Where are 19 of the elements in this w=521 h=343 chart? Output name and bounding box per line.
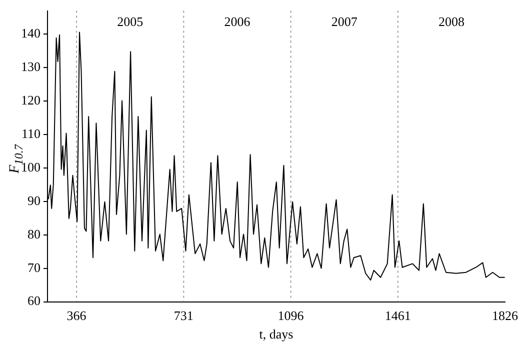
- annotation: 2005: [117, 14, 144, 30]
- y-tick-label: 60: [28, 293, 40, 308]
- y-tick-label: 140: [21, 26, 40, 41]
- annotation: 2006: [224, 14, 251, 30]
- x-tick-label: 1826: [492, 308, 518, 324]
- annotation: 2007: [331, 14, 358, 30]
- y-tick-label: 80: [28, 226, 40, 242]
- y-tick-label: 130: [21, 59, 40, 74]
- x-tick-label: 731: [174, 308, 194, 324]
- x-axis-title: t, days: [259, 326, 294, 342]
- y-tick-label: 110: [21, 126, 40, 141]
- x-tick-label: 1461: [384, 308, 411, 324]
- y-tick-label: 90: [28, 192, 40, 208]
- annotation: 2008: [438, 14, 464, 30]
- y-tick-label: 120: [21, 92, 40, 108]
- x-tick-label: 366: [66, 308, 87, 324]
- y-tick-label: 100: [21, 159, 40, 174]
- x-tick-label: 1096: [278, 308, 304, 324]
- y-tick-label: 70: [28, 260, 40, 275]
